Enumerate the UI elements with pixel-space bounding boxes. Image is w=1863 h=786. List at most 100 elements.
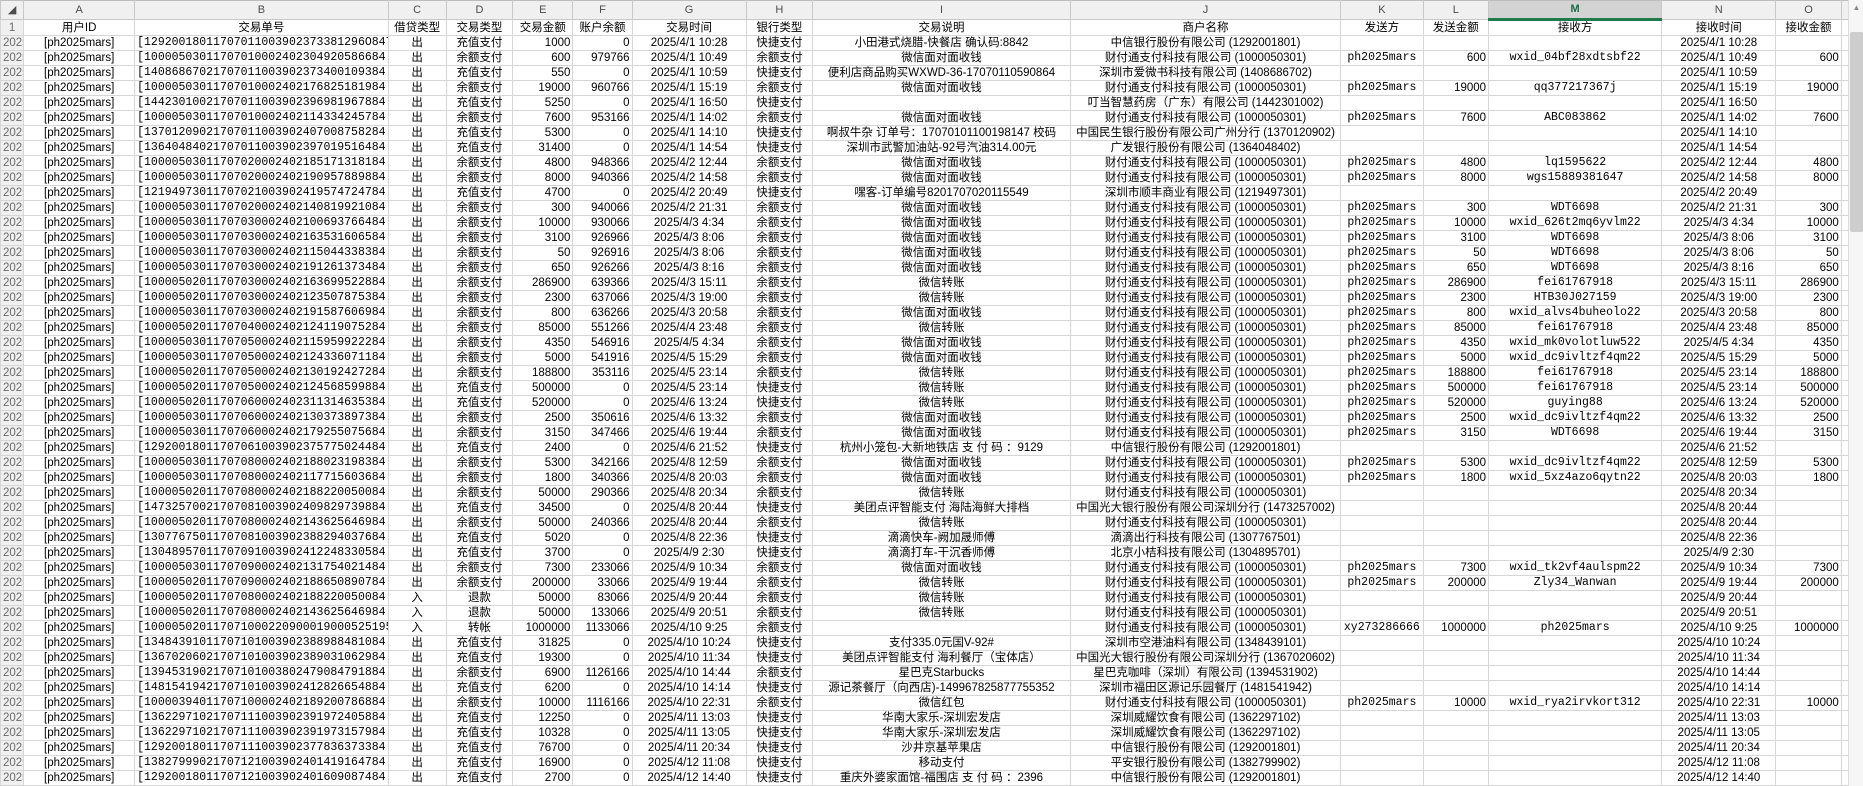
table-row[interactable]: 2025/4/9 2:30[ph2025mars][13048957011707… <box>0 545 1863 561</box>
cell-txn-desc[interactable]: 微信面对面收钱 <box>812 260 1071 276</box>
cell-merchant[interactable]: 深圳威耀饮食有限公司 (1362297102) <box>1069 725 1342 741</box>
cell-txn-type[interactable]: 余额支付 <box>445 230 514 246</box>
cell-recv-time[interactable]: 2025/4/1 16:50 <box>1661 95 1777 111</box>
cell-txn-type[interactable]: 充值支付 <box>445 770 514 786</box>
cell-txn-desc[interactable]: 微信转账 <box>812 290 1071 306</box>
cell-sender[interactable]: ph2025mars <box>1340 200 1424 216</box>
cell-user-id[interactable]: [ph2025mars] <box>23 740 136 756</box>
cell-recv-time[interactable]: 2025/4/1 10:49 <box>1661 50 1777 66</box>
cell-user-id[interactable]: [ph2025mars] <box>23 290 136 306</box>
cell-balance[interactable]: 551266 <box>572 320 633 336</box>
cell-txn-time[interactable]: 2025/4/5 15:29 <box>631 350 747 366</box>
cell-txn-amount[interactable]: 5020 <box>512 530 574 546</box>
cell-sender[interactable] <box>1340 125 1424 141</box>
cell-txn-type[interactable]: 余额支付 <box>445 350 514 366</box>
table-row[interactable]: 2025/4/5 23:14[ph2025mars][1000050201170… <box>0 380 1863 396</box>
cell-merchant[interactable]: 财付通支付科技有限公司 (1000050301) <box>1069 620 1342 636</box>
cell-recv-time[interactable]: 2025/4/1 14:10 <box>1661 125 1777 141</box>
cell-txn-time[interactable]: 2025/4/8 20:34 <box>631 485 747 501</box>
cell-txn-type[interactable]: 余额支付 <box>445 275 514 291</box>
cell-recv-amount[interactable]: 10000 <box>1775 215 1842 231</box>
cell-txn-time[interactable]: 2025/4/6 21:52 <box>631 440 747 456</box>
table-row[interactable]: 2025/4/10 9:25[ph2025mars][1000050201170… <box>0 620 1863 636</box>
cell-send-amount[interactable]: 2500 <box>1422 410 1490 426</box>
cell-order-no[interactable]: [13484391011707101003902388988481084 7] <box>134 635 389 651</box>
cell-txn-type[interactable]: 充值支付 <box>445 125 514 141</box>
cell-balance[interactable]: 0 <box>572 35 633 51</box>
cell-bank-type[interactable]: 快捷支付 <box>745 530 814 546</box>
cell-txn-amount[interactable]: 300 <box>512 200 574 216</box>
cell-txn-time[interactable]: 2025/4/3 8:06 <box>631 245 747 261</box>
cell-debit-credit[interactable]: 出 <box>387 65 447 81</box>
cell-balance[interactable]: 0 <box>572 395 633 411</box>
cell-recv-amount[interactable] <box>1775 440 1842 456</box>
row-number[interactable]: 2025/4/3 20:58 <box>0 305 25 321</box>
cell-recv-time[interactable]: 2025/4/2 21:31 <box>1661 200 1777 216</box>
cell-order-no[interactable]: [12920018011707011003902373381296O847] <box>134 35 389 51</box>
cell-balance[interactable]: 546916 <box>572 335 633 351</box>
row-number[interactable]: 2025/4/5 23:14 <box>0 380 25 396</box>
cell-send-amount[interactable] <box>1422 485 1490 501</box>
cell-order-no[interactable]: [14423010021707011003902396981967884 7] <box>134 95 389 111</box>
cell-sender[interactable] <box>1340 770 1424 786</box>
cell-recv-amount[interactable]: 8000 <box>1775 170 1842 186</box>
cell-txn-amount[interactable]: 4800 <box>512 155 574 171</box>
cell-balance[interactable]: 0 <box>572 500 633 516</box>
cell-bank-type[interactable]: 余额支付 <box>745 110 814 126</box>
cell-txn-time[interactable]: 2025/4/12 14:40 <box>631 770 747 786</box>
cell-txn-time[interactable]: 2025/4/10 11:34 <box>631 650 747 666</box>
cell-txn-desc[interactable]: 华南大家乐-深圳宏发店 <box>812 710 1071 726</box>
sheet-body[interactable]: 1 用户ID 交易单号 借贷类型 交易类型 交易金额 账户余额 交易时间 银行类… <box>0 19 1863 786</box>
cell-balance[interactable]: 1133066 <box>572 620 633 636</box>
cell-recv-time[interactable]: 2025/4/10 22:31 <box>1661 695 1777 711</box>
cell-bank-type[interactable]: 余额支付 <box>745 590 814 606</box>
cell-debit-credit[interactable]: 出 <box>387 185 447 201</box>
cell-txn-type[interactable]: 充值支付 <box>445 140 514 156</box>
cell-receiver[interactable]: wxid_dc9ivltzf4qm22 <box>1488 350 1663 366</box>
column-header-d[interactable]: D <box>445 0 514 20</box>
table-row[interactable]: 2025/4/8 22:36[ph2025mars][1307767501170… <box>0 530 1863 546</box>
cell-recv-time[interactable]: 2025/4/1 14:02 <box>1661 110 1777 126</box>
cell-merchant[interactable]: 财付通支付科技有限公司 (1000050301) <box>1069 335 1342 351</box>
cell-sender[interactable] <box>1340 35 1424 51</box>
cell-user-id[interactable]: [ph2025mars] <box>23 305 136 321</box>
cell-recv-amount[interactable]: 5300 <box>1775 455 1842 471</box>
cell-sender[interactable] <box>1340 710 1424 726</box>
cell-user-id[interactable]: [ph2025mars] <box>23 575 136 591</box>
cell-txn-desc[interactable]: 微信面对面收钱 <box>812 200 1071 216</box>
cell-recv-time[interactable]: 2025/4/8 20:44 <box>1661 515 1777 531</box>
table-row[interactable]: 2025/4/5 23:14[ph2025mars][1000050201170… <box>0 365 1863 381</box>
cell-bank-type[interactable]: 余额支付 <box>745 290 814 306</box>
cell-sender[interactable]: ph2025mars <box>1340 80 1424 96</box>
cell-bank-type[interactable]: 余额支付 <box>745 50 814 66</box>
cell-receiver[interactable]: wxid_rya2irvkort312 <box>1488 695 1663 711</box>
cell-order-no[interactable]: [13622971021707111003902391973157984 7] <box>134 725 389 741</box>
cell-receiver[interactable]: ABC083862 <box>1488 110 1663 126</box>
cell-bank-type[interactable]: 余额支付 <box>745 365 814 381</box>
table-row[interactable]: 2025/4/11 13:05[ph2025mars][136229710217… <box>0 725 1863 741</box>
cell-balance[interactable]: 1116166 <box>572 695 633 711</box>
cell-txn-time[interactable]: 2025/4/11 20:34 <box>631 740 747 756</box>
cell-send-amount[interactable]: 800 <box>1422 305 1490 321</box>
cell-order-no[interactable]: [10000502011707050002402130192427284 7] <box>134 365 389 381</box>
cell-send-amount[interactable]: 2300 <box>1422 290 1490 306</box>
cell-balance[interactable]: 0 <box>572 125 633 141</box>
cell-send-amount[interactable] <box>1422 440 1490 456</box>
cell-receiver[interactable]: Zly34_Wanwan <box>1488 575 1663 591</box>
cell-debit-credit[interactable]: 出 <box>387 140 447 156</box>
cell-order-no[interactable]: [10000502011707060002402311314635384 7] <box>134 395 389 411</box>
cell-recv-amount[interactable]: 520000 <box>1775 395 1842 411</box>
cell-order-no[interactable]: [14086867021707011003902373400109384 7] <box>134 65 389 81</box>
cell-txn-amount[interactable]: 5000 <box>512 350 574 366</box>
row-number[interactable]: 2025/4/6 13:32 <box>0 410 25 426</box>
cell-txn-amount[interactable]: 650 <box>512 260 574 276</box>
cell-receiver[interactable]: wxid_tk2vf4aulspm22 <box>1488 560 1663 576</box>
cell-txn-type[interactable]: 充值支付 <box>445 500 514 516</box>
cell-user-id[interactable]: [ph2025mars] <box>23 80 136 96</box>
cell-txn-desc[interactable]: 微信面对面收钱 <box>812 215 1071 231</box>
cell-sender[interactable] <box>1340 440 1424 456</box>
cell-order-no[interactable]: [12920018011707061003902375775024484 7] <box>134 440 389 456</box>
cell-recv-amount[interactable] <box>1775 65 1842 81</box>
table-row[interactable]: 2025/4/1 14:54[ph2025mars][1364048402170… <box>0 140 1863 156</box>
cell-recv-amount[interactable] <box>1775 140 1842 156</box>
